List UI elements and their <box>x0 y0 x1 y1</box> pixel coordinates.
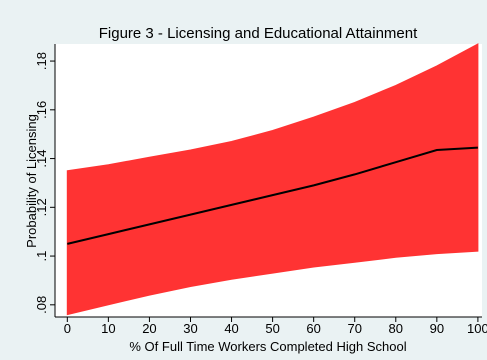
y-tick-label: .18 <box>34 52 49 70</box>
plot-layer <box>66 43 479 316</box>
axis-layer: 0 10 20 30 40 50 60 70 80 90 100 .08 .1 .12 .14 .16 .18 <box>34 44 487 336</box>
x-tick-label: 90 <box>430 321 444 336</box>
x-tick-label: 10 <box>101 321 115 336</box>
x-tick-label: 30 <box>183 321 197 336</box>
x-tick-label: 70 <box>347 321 361 336</box>
estimate-line <box>67 146 478 245</box>
x-tick-label: 50 <box>265 321 279 336</box>
y-tick-label: .12 <box>34 198 49 216</box>
x-tick-label: 0 <box>64 321 71 336</box>
x-tick-label: 60 <box>306 321 320 336</box>
x-tick-label: 40 <box>224 321 238 336</box>
y-tick-label: .08 <box>34 296 49 314</box>
y-axis-label: Probability of Licensing <box>24 114 39 248</box>
confidence-band <box>66 43 479 316</box>
y-tick-label: .1 <box>34 251 49 262</box>
x-tick-label: 20 <box>142 321 156 336</box>
y-tick-label: .14 <box>34 150 49 168</box>
y-tick-label: .16 <box>34 101 49 119</box>
x-tick-label: 80 <box>389 321 403 336</box>
x-axis-label: % Of Full Time Workers Completed High Sc… <box>129 339 406 354</box>
x-tick-label: 100 <box>467 321 487 336</box>
chart-title: Figure 3 - Licensing and Educational Att… <box>99 25 418 42</box>
